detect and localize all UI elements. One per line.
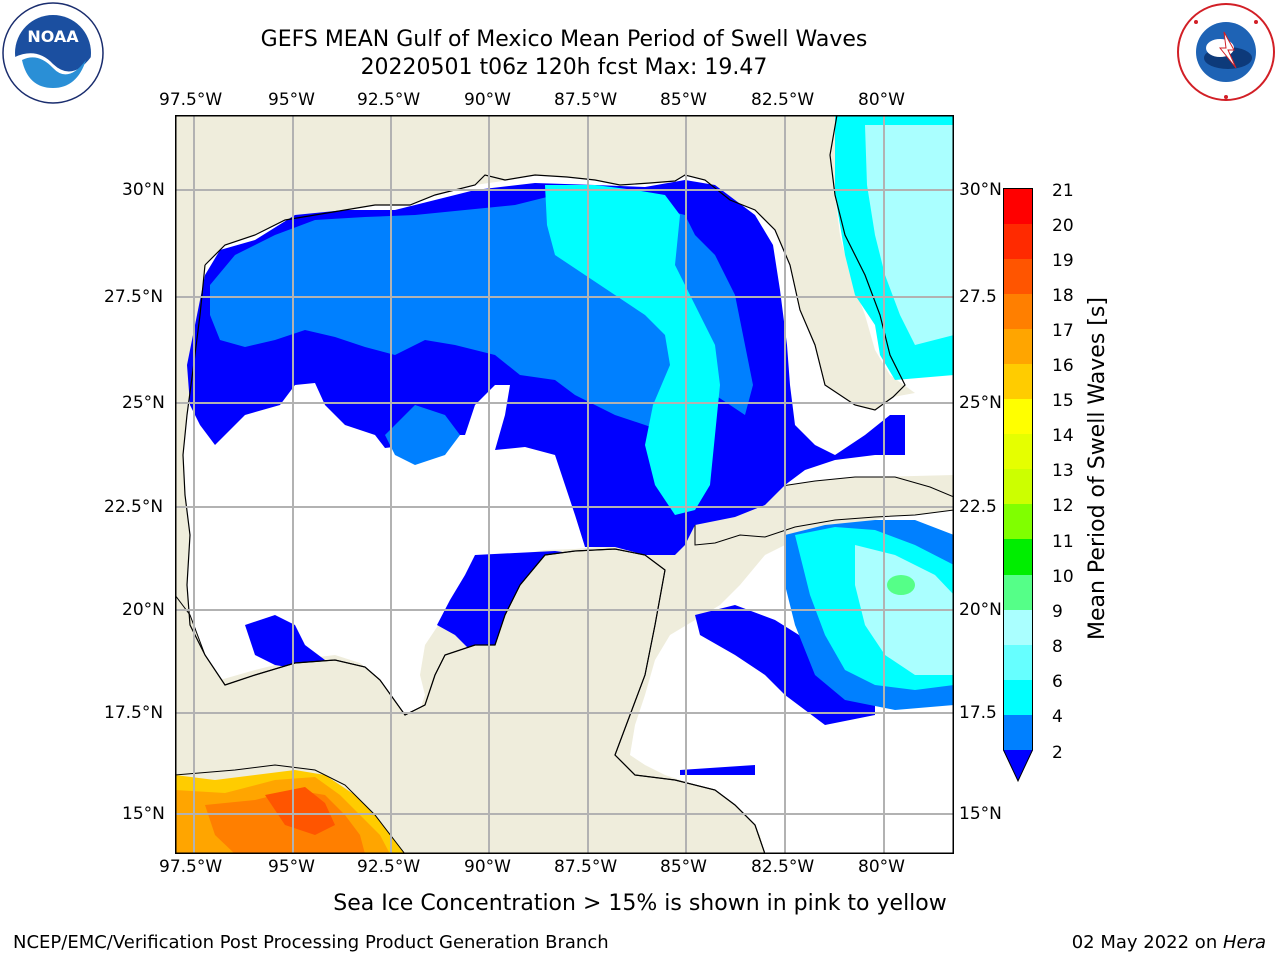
colorbar-tick: 12 [1052, 496, 1074, 516]
lat-label: 15°N [959, 804, 1002, 824]
footer-machine: Hera [1222, 932, 1266, 953]
colorbar-tick: 4 [1052, 707, 1063, 727]
colorbar-tick: 10 [1052, 567, 1074, 587]
lon-label: 97.5°W [159, 90, 223, 110]
lat-label: 22.5 [959, 497, 997, 517]
lon-label: 85°W [660, 90, 707, 110]
lat-label: 20°N [122, 600, 165, 620]
colorbar-tick: 17 [1052, 321, 1074, 341]
swell-9-10s [887, 575, 915, 595]
lon-label: 92.5°W [357, 857, 421, 877]
mexico-coastline [182, 264, 766, 854]
colorbar-tick: 16 [1052, 356, 1074, 376]
colorbar [1003, 188, 1037, 783]
colorbar-tick: 13 [1052, 461, 1074, 481]
graticule [175, 115, 954, 854]
colorbar-label: Mean Period of Swell Waves [s] [1085, 297, 1110, 640]
lat-label: 22.5°N [104, 497, 164, 517]
colorbar-tick: 6 [1052, 672, 1063, 692]
chart-title-line1: GEFS MEAN Gulf of Mexico Mean Period of … [260, 27, 868, 52]
footer-left: NCEP/EMC/Verification Post Processing Pr… [13, 932, 609, 953]
lon-label: 95°W [268, 90, 315, 110]
lat-label: 17.5°N [104, 703, 164, 723]
lon-label: 87.5°W [554, 90, 618, 110]
svg-text:NOAA: NOAA [27, 27, 79, 46]
sea-ice-note: Sea Ice Concentration > 15% is shown in … [333, 891, 947, 916]
map-panel [175, 115, 954, 854]
colorbar-tick: 20 [1052, 216, 1074, 236]
pacific-swell [175, 770, 405, 854]
lat-label: 20°N [959, 600, 1002, 620]
lon-label: 90°W [464, 857, 511, 877]
lon-label: 80°W [858, 857, 905, 877]
colorbar-tick: 15 [1052, 391, 1074, 411]
lon-label: 87.5°W [554, 857, 618, 877]
noaa-logo: NOAA [2, 2, 104, 104]
footer-date: 02 May 2022 on [1071, 932, 1223, 953]
colorbar-tick: 18 [1052, 286, 1074, 306]
colorbar-tick: 9 [1052, 602, 1063, 622]
lat-label: 25°N [959, 393, 1002, 413]
lon-label: 80°W [858, 90, 905, 110]
nws-logo [1176, 2, 1276, 102]
colorbar-tick: 11 [1052, 532, 1074, 552]
colorbar-tick: 21 [1052, 181, 1074, 201]
lon-label: 82.5°W [751, 857, 815, 877]
lat-label: 25°N [122, 393, 165, 413]
lon-label: 82.5°W [751, 90, 815, 110]
lon-label: 90°W [464, 90, 511, 110]
footer-right: 02 May 2022 on Hera [1072, 932, 1266, 954]
colorbar-tick: 19 [1052, 251, 1074, 271]
chart-title-line2: 20220501 t06z 120h fcst Max: 19.47 [360, 55, 768, 80]
lon-label: 95°W [268, 857, 315, 877]
colorbar-tick: 8 [1052, 637, 1063, 657]
colorbar-tick: 14 [1052, 426, 1074, 446]
lat-label: 17.5 [959, 703, 997, 723]
lon-label: 85°W [660, 857, 707, 877]
lat-label: 30°N [122, 180, 165, 200]
lat-label: 30°N [959, 180, 1002, 200]
lon-label: 97.5°W [159, 857, 223, 877]
lat-label: 27.5 [959, 287, 997, 307]
us-coastline [204, 115, 906, 411]
lon-label: 92.5°W [357, 90, 421, 110]
lat-label: 27.5°N [104, 287, 164, 307]
lat-label: 15°N [122, 804, 165, 824]
colorbar-tick: 2 [1052, 743, 1063, 763]
map-frame [175, 115, 954, 854]
